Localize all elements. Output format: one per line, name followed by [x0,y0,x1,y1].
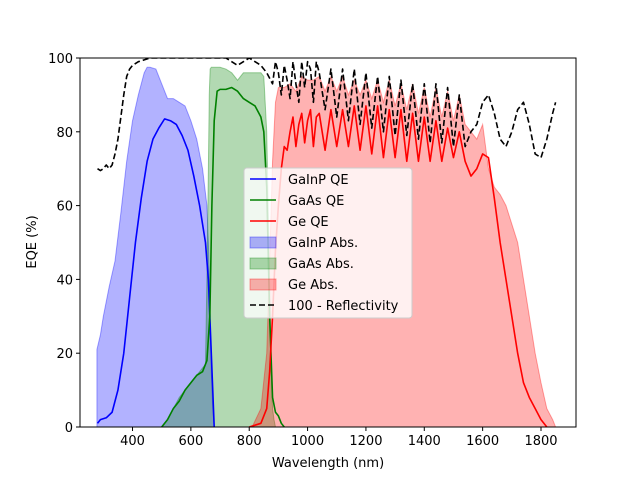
legend-label-100-reflectivity: 100 - Reflectivity [288,299,399,314]
line-100-reflectivity [97,58,557,172]
y-axis-label: EQE (%) [25,215,40,268]
x-tick-label: 1600 [466,434,499,449]
y-tick-label: 80 [56,126,73,141]
x-axis-label: Wavelength (nm) [272,456,384,471]
y-tick-label: 20 [56,347,73,362]
x-tick-label: 1800 [524,434,557,449]
legend-swatch-ge-abs [249,278,277,291]
legend-label-ge-abs: Ge Abs. [288,278,338,293]
x-tick-label: 1200 [349,434,382,449]
legend: GaInP QE GaAs QE Ge QE GaInP Abs. GaAs Abs. G… [243,167,413,319]
x-axis-ticks: 400 600 800 1000 1200 1400 1600 1800 [120,427,558,449]
line-gainp-qe [96,118,216,427]
y-tick-label: 40 [56,273,73,288]
legend-swatch-gainp-abs [249,236,277,249]
x-tick-label: 800 [237,434,262,449]
line-ge-qe [248,105,548,427]
legend-label-ge-qe: Ge QE [288,215,329,230]
x-tick-label: 600 [178,434,203,449]
legend-label-gainp-abs: GaInP Abs. [288,236,358,251]
line-series-group [96,58,557,427]
y-tick-label: 0 [65,421,73,436]
x-tick-label: 1000 [291,434,324,449]
y-tick-label: 100 [48,52,73,67]
y-tick-label: 60 [56,200,73,215]
legend-label-gainp-qe: GaInP QE [288,173,349,188]
legend-label-gaas-abs: GaAs Abs. [288,257,354,272]
x-tick-label: 1400 [408,434,441,449]
x-tick-label: 400 [120,434,145,449]
legend-box [243,167,413,319]
legend-label-gaas-qe: GaAs QE [288,194,344,209]
plot-frame [79,57,577,428]
y-axis-ticks: 0 20 40 60 80 100 [48,52,80,436]
legend-swatch-gaas-abs [249,257,277,270]
